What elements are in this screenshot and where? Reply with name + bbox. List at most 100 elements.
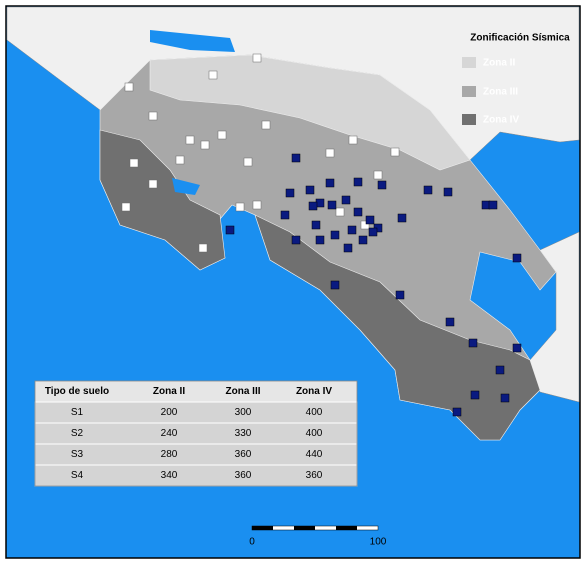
- station-marker: [311, 220, 321, 230]
- station-marker: [512, 253, 522, 263]
- station-marker: [129, 158, 139, 168]
- station-marker: [217, 130, 227, 140]
- station-marker: [445, 317, 455, 327]
- table-cell: S3: [71, 449, 84, 460]
- station-marker: [208, 70, 218, 80]
- station-marker: [353, 207, 363, 217]
- station-marker: [198, 243, 208, 253]
- scale-label: 0: [249, 537, 255, 548]
- station-marker: [348, 135, 358, 145]
- station-marker: [347, 225, 357, 235]
- station-marker: [121, 202, 131, 212]
- station-marker: [423, 185, 433, 195]
- table-cell: 360: [306, 470, 323, 481]
- station-marker: [368, 227, 378, 237]
- legend-label: Zona IV: [483, 115, 519, 126]
- station-marker: [358, 235, 368, 245]
- table-cell: S1: [71, 407, 84, 418]
- station-marker: [325, 178, 335, 188]
- station-marker: [343, 243, 353, 253]
- scale-label: 100: [370, 537, 387, 548]
- table-border: [34, 380, 358, 487]
- gulf: [172, 178, 200, 195]
- station-marker: [327, 200, 337, 210]
- station-marker: [373, 170, 383, 180]
- station-marker: [280, 210, 290, 220]
- station-marker: [148, 111, 158, 121]
- legend-swatch: [462, 57, 476, 68]
- station-marker: [360, 220, 370, 230]
- station-marker: [512, 343, 522, 353]
- legend-label: Zona II: [483, 58, 515, 69]
- station-marker: [261, 120, 271, 130]
- station-marker: [495, 365, 505, 375]
- station-marker: [377, 180, 387, 190]
- table-header: Zona IV: [296, 386, 332, 397]
- station-marker: [200, 140, 210, 150]
- station-marker: [452, 407, 462, 417]
- station-marker: [124, 82, 134, 92]
- station-marker: [468, 338, 478, 348]
- legend-title: Zonificación Sísmica: [470, 33, 570, 44]
- station-marker: [175, 155, 185, 165]
- table-cell: 300: [235, 407, 252, 418]
- table-cell: 400: [306, 428, 323, 439]
- table-cell: 360: [235, 449, 252, 460]
- station-marker: [353, 177, 363, 187]
- legend-swatch: [462, 86, 476, 97]
- table-header-bg: [35, 381, 357, 402]
- station-marker: [235, 202, 245, 212]
- table-header: Zona II: [153, 386, 185, 397]
- scale-seg: [252, 526, 273, 530]
- station-marker: [500, 393, 510, 403]
- station-marker: [305, 185, 315, 195]
- station-marker: [365, 215, 375, 225]
- station-marker: [291, 153, 301, 163]
- table-cell: 340: [161, 470, 178, 481]
- table-cell: 440: [306, 449, 323, 460]
- station-marker: [397, 213, 407, 223]
- station-marker: [335, 207, 345, 217]
- table-cell: S4: [71, 470, 84, 481]
- table-cell: S2: [71, 428, 84, 439]
- station-marker: [315, 235, 325, 245]
- station-marker: [325, 148, 335, 158]
- station-marker: [185, 135, 195, 145]
- stations: [121, 53, 522, 417]
- station-marker: [390, 147, 400, 157]
- station-marker: [395, 290, 405, 300]
- station-marker: [470, 390, 480, 400]
- station-marker: [291, 235, 301, 245]
- station-marker: [330, 230, 340, 240]
- scale-bar: 0 100: [249, 525, 387, 548]
- station-marker: [148, 179, 158, 189]
- lake: [150, 30, 235, 52]
- station-marker: [285, 188, 295, 198]
- station-marker: [330, 280, 340, 290]
- zone-iv-south: [254, 214, 541, 441]
- soil-table: Tipo de suelo Zona II Zona III Zona IV S1 200…: [34, 380, 358, 487]
- table-header: Zona III: [226, 386, 261, 397]
- legend-swatch: [462, 114, 476, 125]
- station-marker: [252, 200, 262, 210]
- table-cell: 330: [235, 428, 252, 439]
- station-marker: [308, 201, 318, 211]
- station-marker: [243, 157, 253, 167]
- scale-seg: [336, 526, 357, 530]
- table-cell: 400: [306, 407, 323, 418]
- station-marker: [488, 200, 498, 210]
- table-cell: 240: [161, 428, 178, 439]
- table-header: Tipo de suelo: [45, 386, 109, 397]
- table-cell: 280: [161, 449, 178, 460]
- station-marker: [252, 53, 262, 63]
- legend: Zonificación Sísmica Zona II Zona III Zo…: [462, 33, 570, 126]
- station-marker: [225, 225, 235, 235]
- station-marker: [443, 187, 453, 197]
- table-cell: 200: [161, 407, 178, 418]
- table-cell: 360: [235, 470, 252, 481]
- zone-ii: [149, 54, 471, 171]
- scale-seg: [294, 526, 315, 530]
- legend-label: Zona III: [483, 87, 518, 98]
- station-marker: [341, 195, 351, 205]
